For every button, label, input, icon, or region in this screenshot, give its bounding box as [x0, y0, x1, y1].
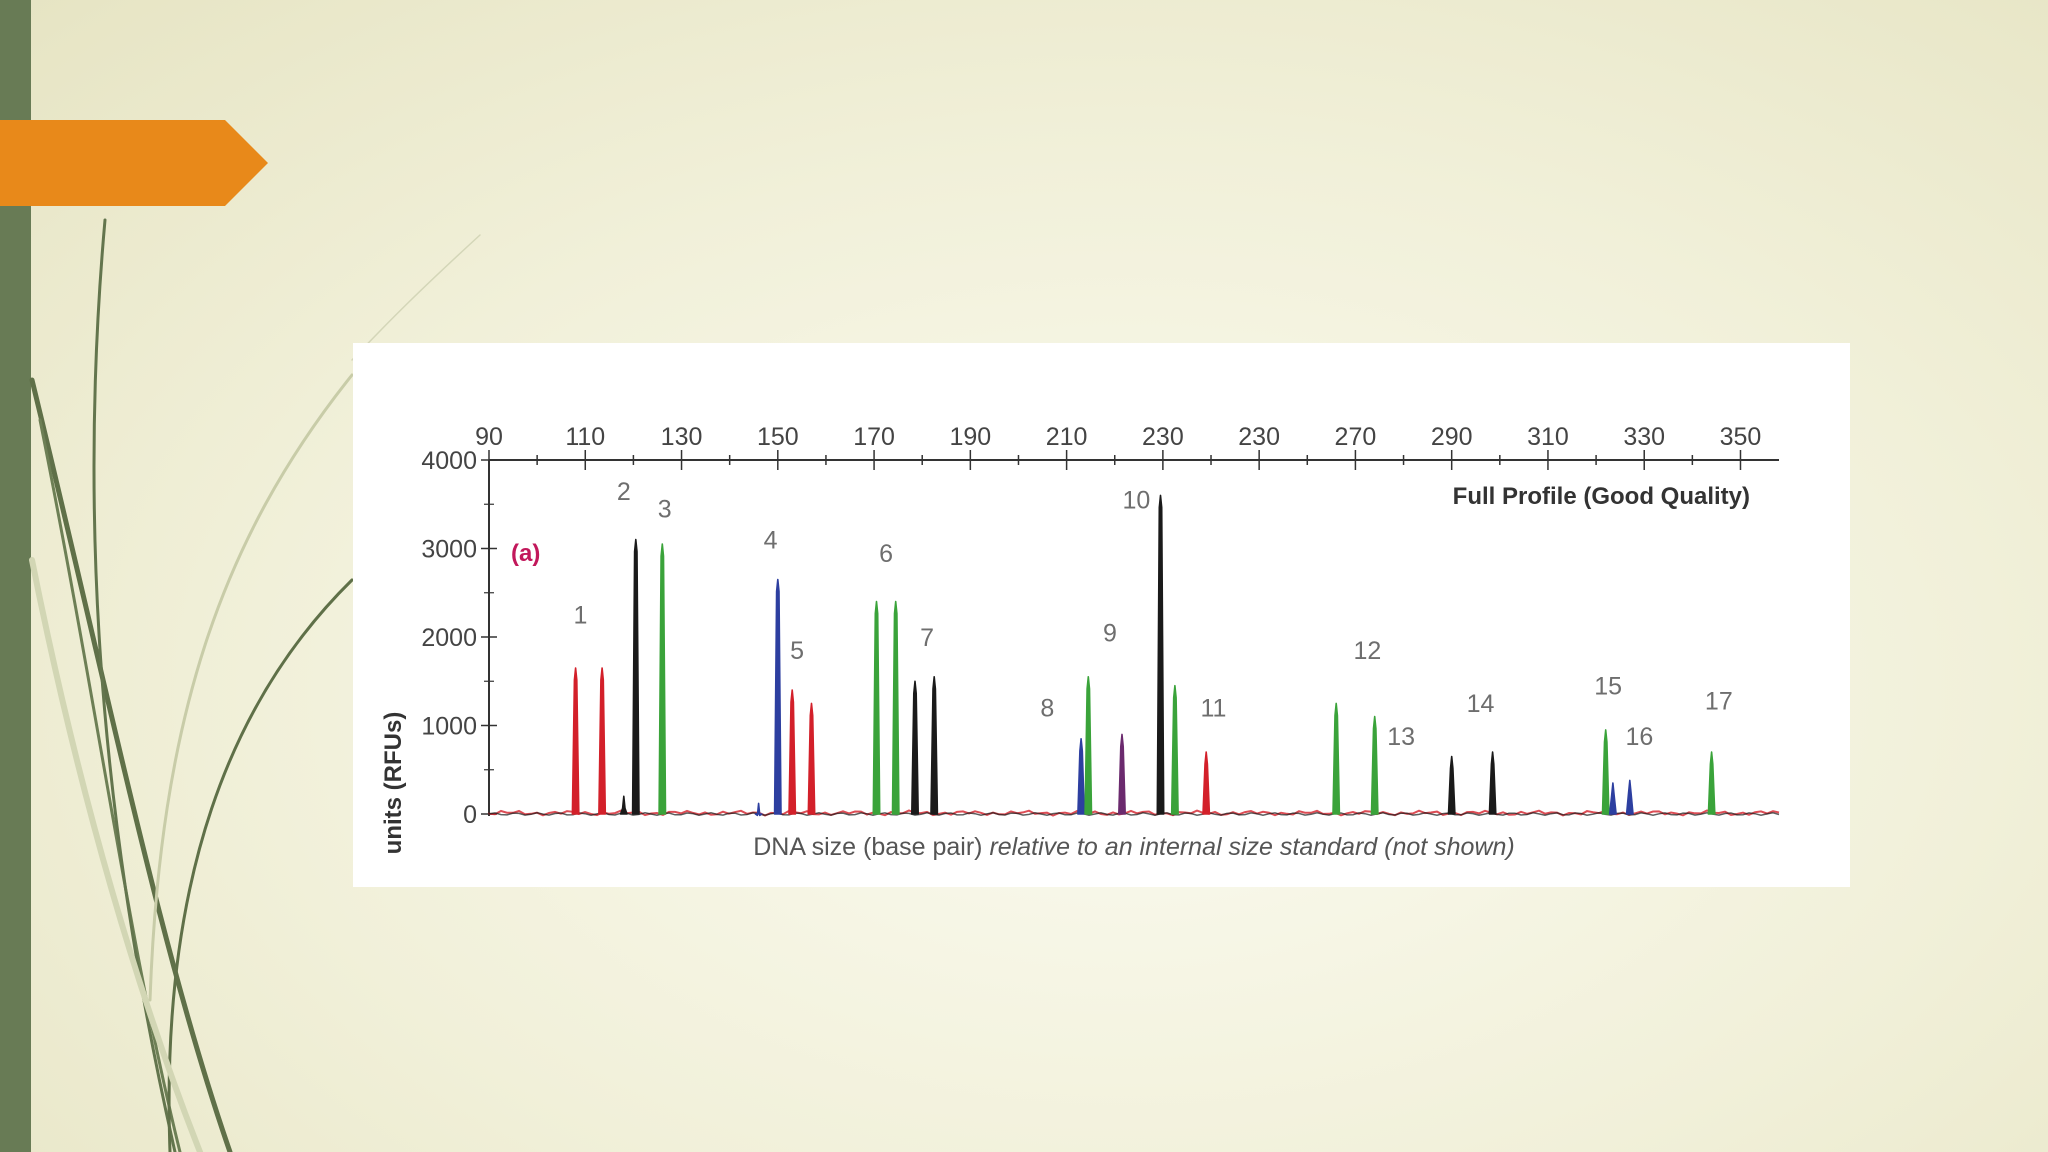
peak-label: 6	[879, 540, 893, 568]
accent-arrow-tab	[0, 120, 268, 206]
peak	[773, 578, 782, 815]
y-tick-label: 2000	[421, 624, 477, 652]
x-tick-label: 270	[1335, 423, 1377, 451]
peak	[1707, 751, 1716, 815]
x-tick-label: 330	[1623, 423, 1665, 451]
peak-label: 16	[1626, 723, 1654, 751]
peak	[807, 702, 816, 815]
peak	[1488, 751, 1497, 815]
axes: 90 110 130 150 170 190 210 230 230 270 290 310 330 35…	[421, 423, 1779, 829]
peak	[930, 676, 939, 815]
peak-label: 11	[1200, 695, 1226, 723]
peak	[1625, 779, 1634, 815]
peak	[1156, 494, 1165, 815]
peak-label: 9	[1103, 619, 1117, 647]
peak-label: 14	[1467, 690, 1495, 718]
peak	[598, 667, 607, 815]
peak	[911, 680, 919, 815]
baseline-noise	[488, 809, 1780, 817]
panel-label: (a)	[511, 540, 540, 567]
y-axis-title: units (RFUs)	[380, 712, 407, 855]
baseline-dark	[488, 812, 1780, 816]
peak	[1332, 702, 1341, 815]
x-tick-label: 230	[1238, 423, 1280, 451]
peak	[631, 538, 640, 815]
peak	[1608, 782, 1617, 815]
x-tick-label: 110	[565, 423, 605, 451]
chart-title: Full Profile (Good Quality)	[1453, 483, 1750, 510]
x-tick-label: 230	[1142, 423, 1184, 451]
peak	[872, 600, 881, 815]
peak-label: 1	[574, 602, 588, 630]
peak-label: 8	[1040, 695, 1054, 723]
peak	[1077, 738, 1086, 815]
peak	[788, 689, 797, 815]
y-tick-label: 1000	[421, 713, 477, 741]
peak-label: 3	[658, 496, 672, 524]
peak	[658, 543, 667, 815]
peak	[1370, 715, 1379, 815]
peak-label: 10	[1123, 487, 1151, 515]
x-tick-label: 210	[1046, 423, 1088, 451]
y-tick-label: 0	[463, 801, 477, 829]
x-axis-title: DNA size (base pair) relative to an inte…	[753, 833, 1514, 861]
x-tick-label: 90	[475, 423, 503, 451]
peak-label: 17	[1705, 688, 1733, 716]
x-tick-label: 170	[853, 423, 895, 451]
peak-label: 12	[1354, 637, 1382, 665]
peak-label: 13	[1387, 723, 1415, 751]
peak	[619, 795, 628, 815]
electropherogram-chart: 90 110 130 150 170 190 210 230 230 270 290 310 330 35…	[380, 423, 1780, 861]
chart-panel: 90 110 130 150 170 190 210 230 230 270 290 310 330 35…	[353, 343, 1850, 887]
x-tick-label: 290	[1431, 423, 1473, 451]
x-tick-label: 150	[757, 423, 799, 451]
peak	[1202, 751, 1211, 815]
x-axis-title-italic: relative to an internal size standard (n…	[989, 833, 1514, 861]
peak-label: 2	[617, 478, 631, 506]
y-tick-label: 4000	[421, 447, 477, 475]
peak	[754, 802, 763, 817]
x-tick-label: 190	[949, 423, 991, 451]
x-axis-title-plain: DNA size (base pair)	[753, 833, 982, 861]
peak	[1170, 684, 1179, 815]
x-tick-label: 130	[661, 423, 703, 451]
peak	[1601, 729, 1610, 815]
x-tick-label: 350	[1720, 423, 1762, 451]
peak	[1447, 755, 1456, 815]
peak-label: 5	[790, 637, 804, 665]
peak	[1118, 733, 1126, 815]
x-tick-label: 310	[1527, 423, 1569, 451]
peak-label: 4	[764, 527, 778, 555]
y-tick-label: 3000	[421, 536, 477, 564]
peak-label: 7	[920, 624, 934, 652]
peaks	[571, 494, 1716, 817]
peak	[891, 600, 900, 815]
peak	[1084, 676, 1093, 815]
peak-label: 15	[1594, 673, 1622, 701]
peak	[571, 667, 580, 815]
